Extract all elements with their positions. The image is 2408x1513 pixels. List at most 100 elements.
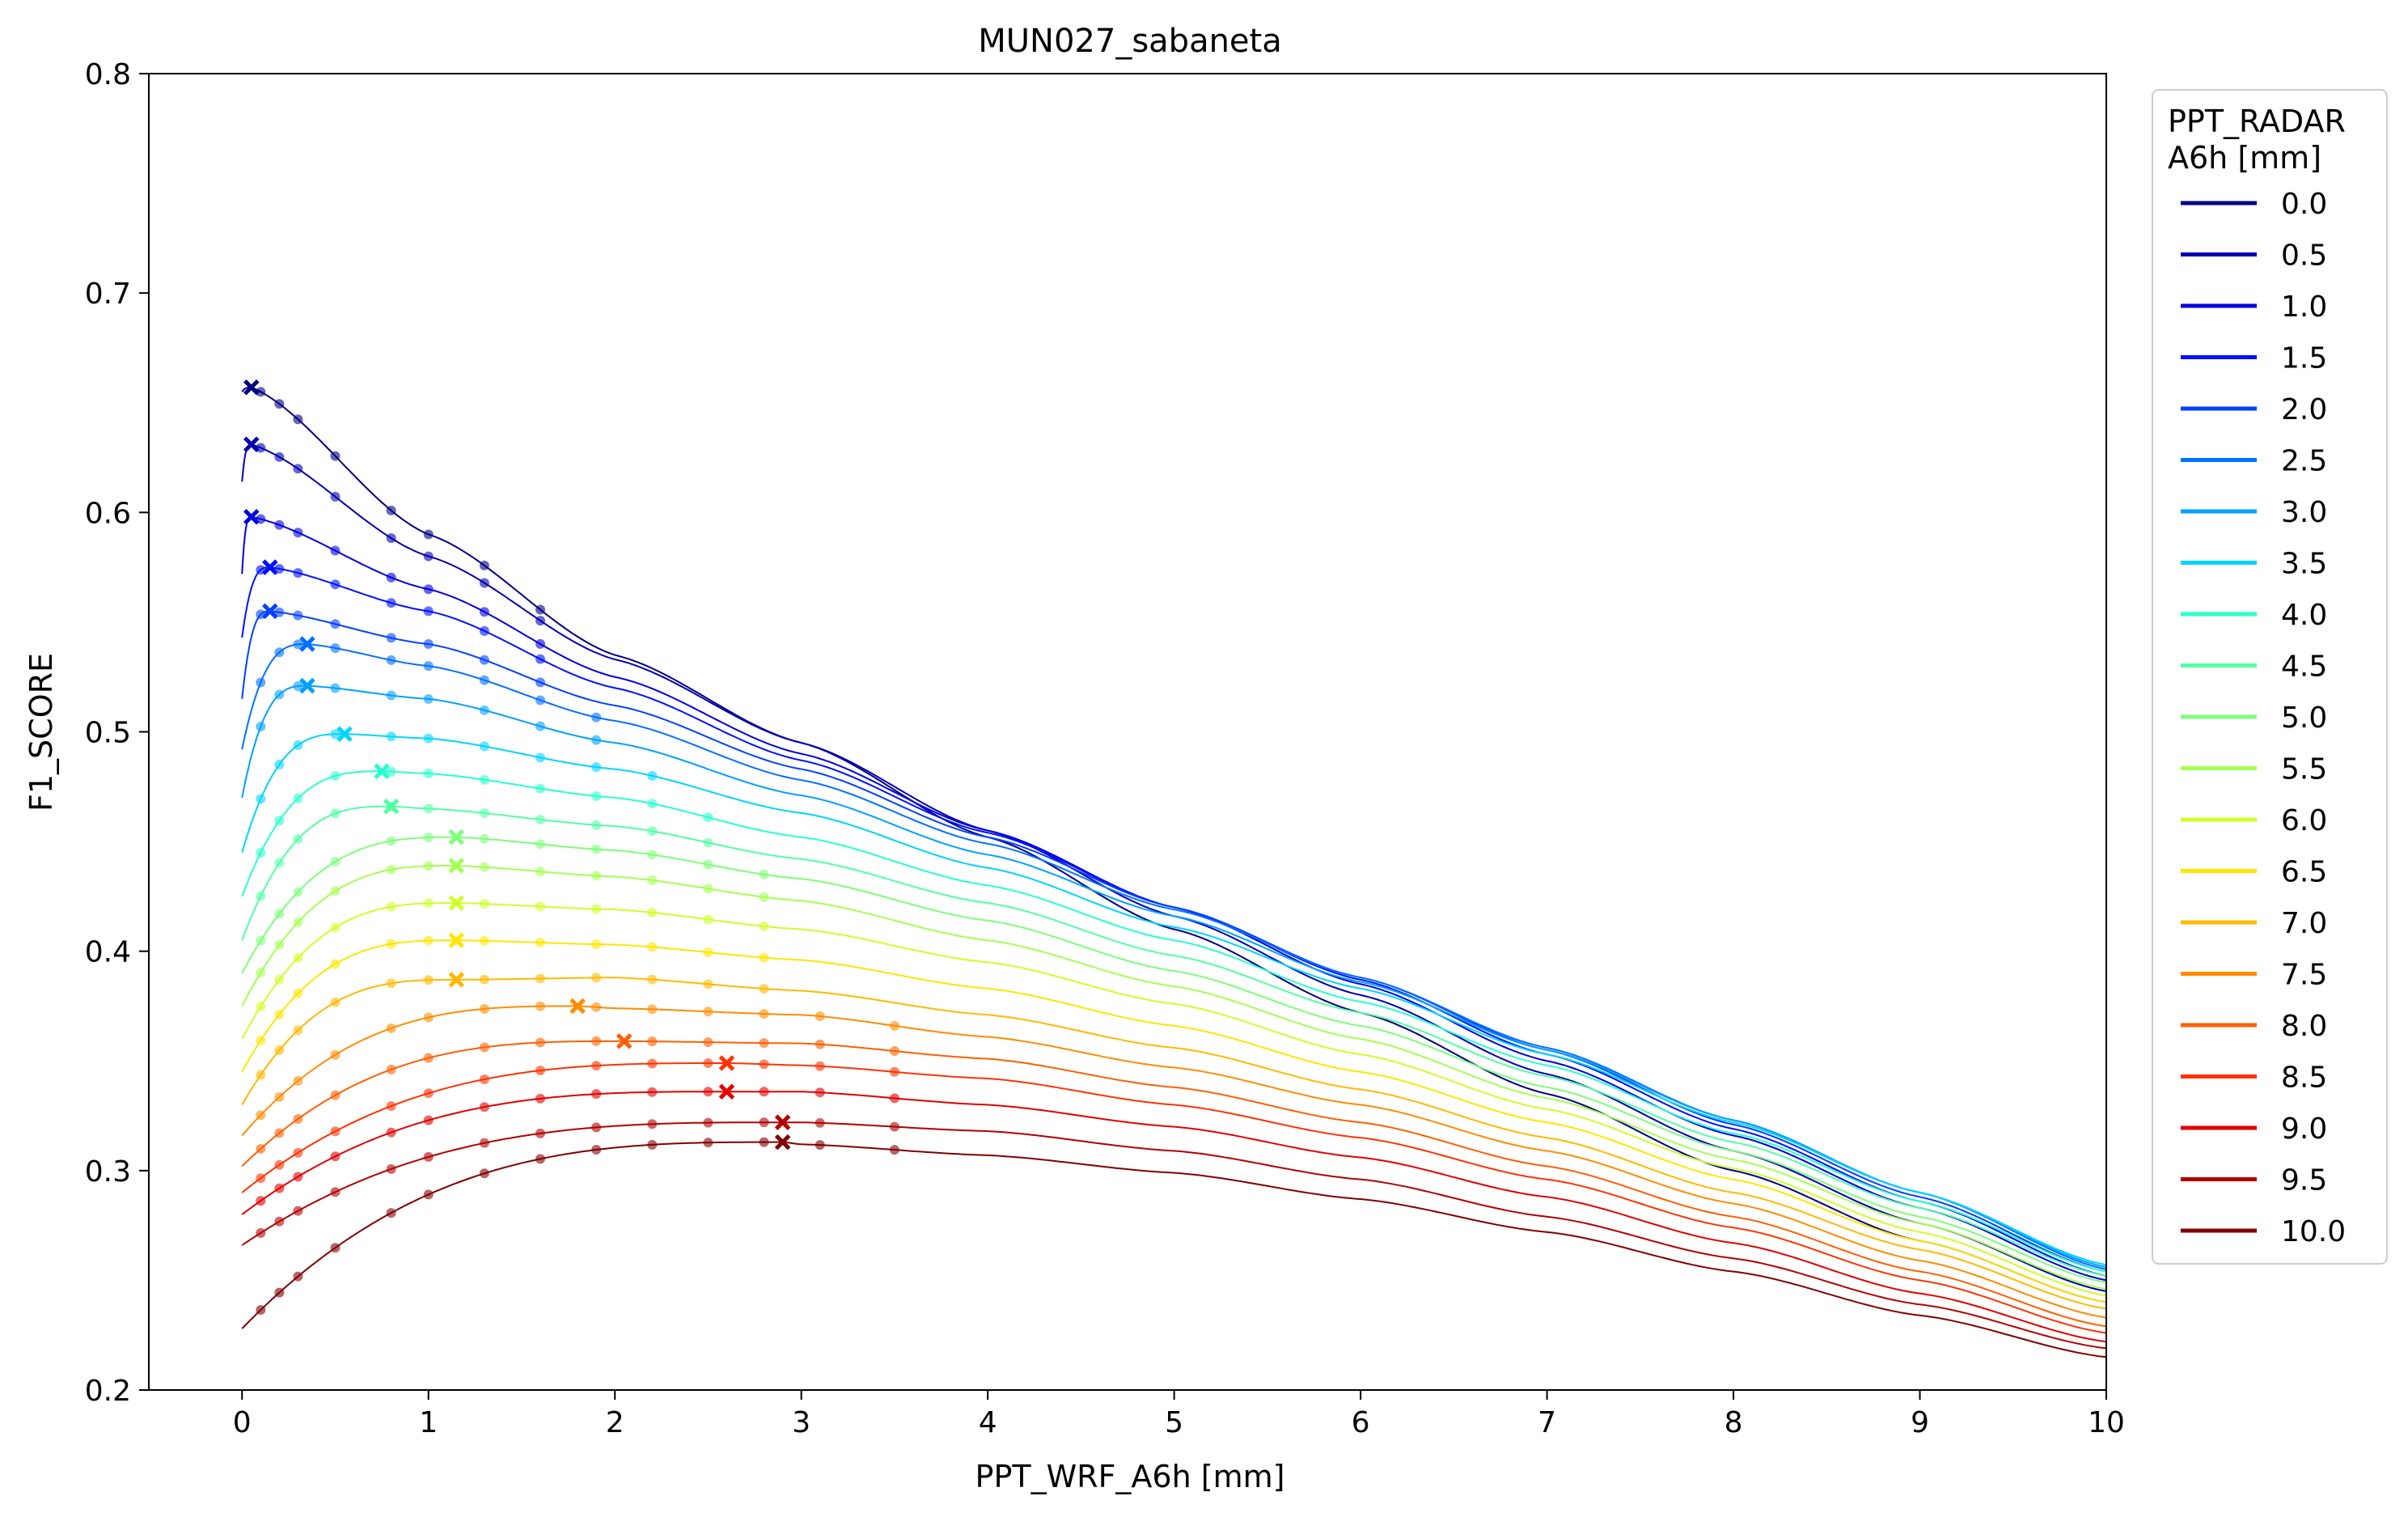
series-point (423, 639, 434, 650)
series-point (423, 769, 434, 779)
legend-label: 8.5 (2281, 1062, 2327, 1095)
series-point (759, 1117, 769, 1128)
series-point (647, 1087, 658, 1097)
series-point (274, 974, 285, 985)
series-line (241, 386, 2107, 1303)
peak-marker-stroke (262, 603, 278, 620)
series-group (241, 858, 2107, 1290)
series-point (293, 464, 303, 474)
series-point (703, 914, 713, 925)
series-point (330, 683, 341, 693)
legend-label: 2.0 (2281, 393, 2327, 426)
series-point (591, 1122, 602, 1133)
legend-label: 0.0 (2281, 188, 2327, 221)
series-point (274, 451, 285, 462)
series-group (241, 379, 2107, 1303)
series-point (386, 572, 396, 583)
series-peak-marker (336, 726, 353, 742)
series-point (479, 1102, 489, 1112)
series-point (256, 1110, 266, 1121)
series-point (535, 973, 545, 984)
series-point (535, 938, 545, 948)
legend-label: 1.5 (2281, 342, 2327, 375)
series-point (293, 952, 303, 963)
series-point (274, 607, 285, 617)
legend-entries: 0.0 0.5 1.0 1.5 2.0 2.5 3.0 3.5 4.0 4.5 5.0 5.5 6.0 6… (2181, 188, 2346, 1248)
series-point (423, 833, 434, 843)
series-point (423, 935, 434, 946)
series-point (889, 1066, 899, 1077)
series-peak-marker (243, 436, 260, 453)
series-point (535, 1093, 545, 1104)
peak-marker-stroke (262, 559, 278, 575)
series-peak-marker (448, 972, 465, 988)
series-point (591, 820, 602, 830)
series-point (889, 1020, 899, 1031)
legend-label: 5.0 (2281, 701, 2327, 735)
series-point (535, 1128, 545, 1138)
peak-marker-stroke (299, 677, 315, 694)
legend-item: 1.5 (2181, 342, 2327, 375)
peak-marker-stroke (774, 1134, 791, 1151)
series-line (241, 1062, 2107, 1334)
series-group (241, 1134, 2107, 1358)
series-point (479, 560, 489, 570)
series-point (330, 1049, 341, 1060)
series-point (423, 803, 434, 814)
series-point (256, 1305, 266, 1316)
series-point (479, 578, 489, 588)
series-peak-marker (374, 763, 390, 780)
series-peak-marker (718, 1055, 735, 1071)
series-point (256, 1035, 266, 1045)
series-point (330, 642, 341, 653)
legend-label: 10.0 (2281, 1215, 2346, 1248)
series-line (241, 902, 2107, 1297)
series-peak-marker (448, 895, 465, 911)
series-point (330, 451, 341, 461)
series-point (293, 1113, 303, 1124)
series-point (479, 1003, 489, 1014)
chart-title: MUN027_sabaneta (978, 23, 1281, 60)
series-point (759, 921, 769, 931)
series-point (647, 1058, 658, 1069)
series-point (535, 616, 545, 626)
series-point (274, 689, 285, 700)
series-point (293, 887, 303, 897)
series-point (386, 939, 396, 949)
series-point (759, 984, 769, 994)
series-point (647, 770, 658, 781)
series-point (423, 1115, 434, 1125)
series-group (241, 1083, 2107, 1343)
series-point (330, 579, 341, 590)
series-point (330, 997, 341, 1007)
series-point (591, 735, 602, 745)
series-group (241, 726, 2107, 1266)
series-peak-marker (383, 798, 400, 815)
series-point (293, 917, 303, 927)
legend-item: 7.0 (2181, 907, 2327, 940)
series-point (386, 731, 396, 742)
series-point (274, 399, 285, 409)
series-peak-marker (616, 1033, 633, 1049)
series-line (241, 1121, 2107, 1350)
legend-label: 6.0 (2281, 804, 2327, 837)
legend-item: 4.5 (2181, 651, 2327, 684)
y-axis: 0.2 0.3 0.4 0.5 0.6 0.7 0.8 (85, 58, 149, 1408)
series-point (703, 1007, 713, 1017)
legend-label: 9.0 (2281, 1112, 2327, 1146)
peak-marker-stroke (243, 436, 260, 453)
series-point (759, 892, 769, 902)
series-point (591, 1036, 602, 1046)
series-line (241, 566, 2107, 1277)
legend: PPT_RADAR A6h [mm] 0.0 0.5 1.0 1.5 2.0 2.5 3.0… (2152, 89, 2388, 1265)
series-point (293, 568, 303, 578)
series-point (647, 907, 658, 918)
legend-label: 3.5 (2281, 548, 2327, 581)
legend-item: 1.0 (2181, 290, 2327, 324)
series-point (330, 1126, 341, 1137)
series-point (256, 935, 266, 946)
series-line (241, 684, 2107, 1269)
peak-marker-stroke (448, 932, 465, 948)
series-point (293, 680, 303, 691)
series-point (256, 721, 266, 731)
